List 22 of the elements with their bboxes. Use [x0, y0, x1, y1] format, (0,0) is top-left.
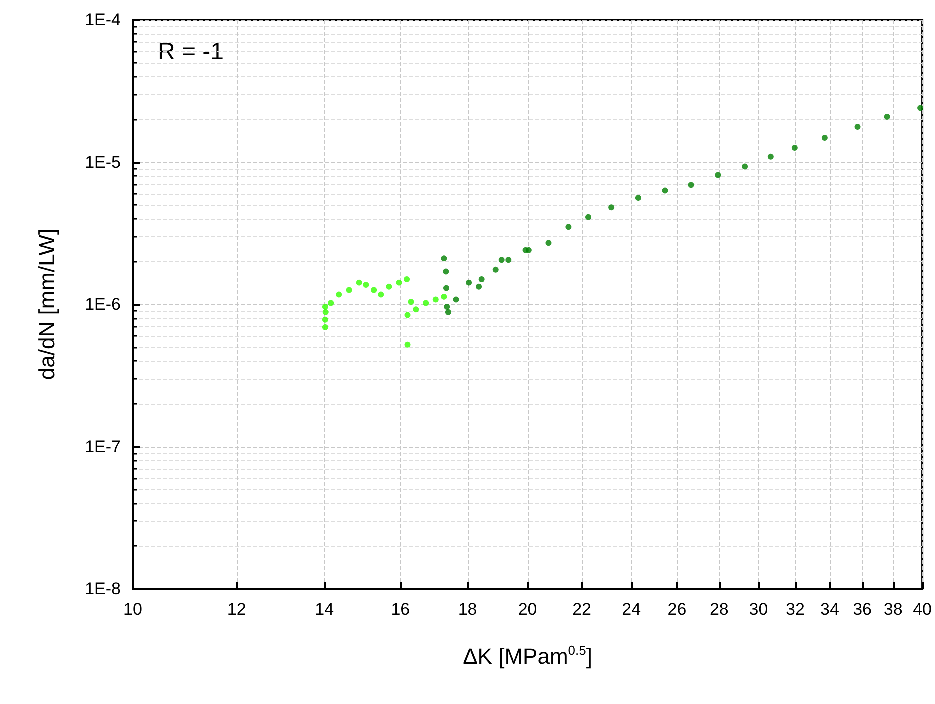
x-tick-label: 10 — [124, 600, 142, 619]
x-tick-label: 22 — [572, 600, 592, 619]
x-tick-label: 34 — [820, 600, 840, 619]
x-tick-label: 26 — [668, 600, 687, 619]
y-tick-label: 1E-6 — [85, 295, 121, 314]
x-tick-label: 16 — [391, 600, 410, 619]
x-tick-label: 38 — [884, 600, 903, 619]
y-tick-label: 1E-7 — [85, 437, 121, 456]
x-tick-label: 32 — [786, 600, 805, 619]
x-tick-label: 30 — [749, 600, 768, 619]
y-tick-label: 1E-4 — [85, 10, 121, 30]
y-tick-label: 1E-5 — [85, 152, 121, 172]
x-tick-label: 18 — [458, 600, 478, 619]
x-tick-label: 20 — [518, 600, 538, 619]
y-tick-label: 1E-8 — [85, 580, 121, 598]
x-tick-label: 14 — [315, 600, 334, 619]
y-axis-title: da/dN [mm/LW] — [34, 228, 60, 380]
x-tick-label: 28 — [710, 600, 729, 619]
x-tick-label: 40 — [913, 600, 932, 619]
x-tick-label: 36 — [853, 600, 872, 619]
x-tick-label: 24 — [622, 600, 642, 619]
x-tick-label: 12 — [227, 600, 246, 619]
